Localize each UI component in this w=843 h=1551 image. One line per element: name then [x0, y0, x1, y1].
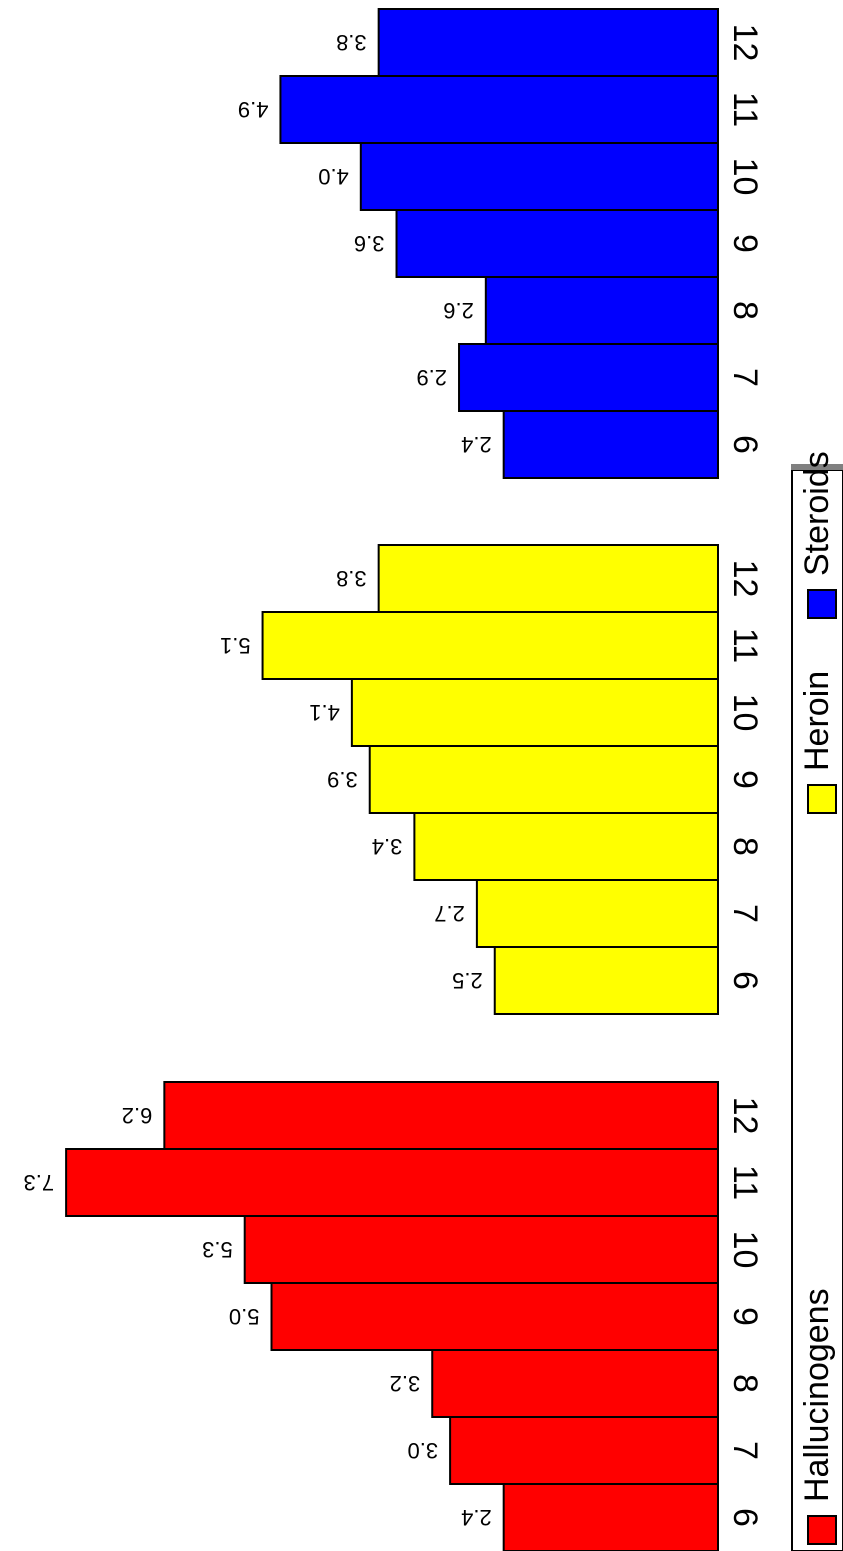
data-label: 3.6	[354, 231, 385, 256]
tick-label: 9	[726, 1307, 764, 1326]
series-heroin: 2.5 6 2.7 7 3.4 8 3.9 9 4.1 10 5.1 11 3.8 12	[220, 544, 764, 1015]
bar-heroin-8	[413, 812, 719, 881]
bar-steroids-9	[395, 209, 719, 278]
bar-hallucinogens-11	[65, 1148, 720, 1217]
bar-hallucinogens-9	[270, 1282, 719, 1351]
data-label: 3.4	[372, 834, 403, 859]
data-label: 6.2	[122, 1103, 153, 1128]
bar-heroin-7	[475, 879, 720, 948]
bar-hallucinogens-6	[502, 1483, 719, 1551]
data-label: 2.6	[443, 298, 474, 323]
data-label: 2.9	[416, 365, 447, 390]
tick-label: 8	[726, 301, 764, 320]
legend: Hallucinogens Heroin Steroids	[791, 451, 843, 1551]
bar-hallucinogens-7	[449, 1416, 719, 1485]
bar-hallucinogens-12	[163, 1081, 719, 1150]
plot-area: 2.4 6 3.0 7 3.2 8 5.0 9 5.3 10 7.3 11 6.2 12 2.5 6 2.7 7 3…	[24, 8, 764, 1551]
data-label: 2.4	[461, 1505, 492, 1530]
data-label: 2.7	[434, 901, 465, 926]
legend-swatch-heroin	[807, 784, 837, 814]
tick-label: 6	[726, 1508, 764, 1527]
data-label: 5.3	[202, 1237, 233, 1262]
tick-label: 9	[726, 770, 764, 789]
bar-steroids-12	[377, 8, 719, 77]
bar-hallucinogens-8	[431, 1349, 719, 1418]
tick-label: 10	[726, 158, 764, 196]
legend-label-hallucinogens: Hallucinogens	[798, 1288, 836, 1502]
data-label: 3.2	[390, 1371, 421, 1396]
tick-label: 10	[726, 694, 764, 732]
bar-steroids-11	[279, 75, 719, 144]
legend-box	[791, 469, 843, 1551]
tick-label: 6	[726, 971, 764, 990]
data-label: 3.8	[336, 30, 367, 55]
data-label: 2.5	[452, 968, 483, 993]
tick-label: 8	[726, 837, 764, 856]
bar-steroids-10	[359, 142, 719, 211]
tick-label: 9	[726, 234, 764, 253]
data-label: 4.1	[309, 700, 340, 725]
data-label: 3.9	[327, 767, 358, 792]
tick-label: 11	[726, 92, 764, 127]
tick-label: 11	[726, 628, 764, 663]
legend-label-heroin: Heroin	[798, 671, 836, 771]
tick-label: 7	[726, 368, 764, 387]
tick-label: 12	[726, 24, 764, 62]
series-steroids: 2.4 6 2.9 7 2.6 8 3.6 9 4.0 10 4.9 11 3.8 12	[238, 8, 764, 479]
data-label: 5.0	[229, 1304, 260, 1329]
tick-label: 11	[726, 1165, 764, 1200]
bar-steroids-6	[502, 410, 719, 479]
data-label: 5.1	[220, 633, 251, 658]
series-hallucinogens: 2.4 6 3.0 7 3.2 8 5.0 9 5.3 10 7.3 11 6.2 12	[24, 1081, 764, 1551]
bar-heroin-9	[368, 745, 719, 814]
bar-hallucinogens-10	[243, 1215, 720, 1284]
legend-shadow	[791, 464, 843, 470]
data-label: 4.9	[238, 97, 269, 122]
tick-label: 7	[726, 1441, 764, 1460]
tick-label: 7	[726, 904, 764, 923]
data-label: 7.3	[24, 1170, 55, 1195]
legend-swatch-hallucinogens	[807, 1515, 837, 1545]
legend-label-steroids: Steroids	[798, 451, 836, 576]
data-label: 2.4	[461, 432, 492, 457]
data-label: 3.0	[408, 1438, 439, 1463]
data-label: 3.8	[336, 566, 367, 591]
bar-heroin-10	[350, 678, 719, 747]
tick-label: 8	[726, 1374, 764, 1393]
bar-heroin-12	[377, 544, 719, 613]
bar-steroids-7	[458, 343, 719, 412]
bar-steroids-8	[484, 276, 719, 345]
bar-heroin-6	[493, 946, 719, 1015]
tick-label: 12	[726, 560, 764, 598]
bar-heroin-11	[261, 611, 719, 680]
data-label: 4.0	[318, 164, 349, 189]
legend-swatch-steroids	[807, 589, 837, 619]
tick-label: 6	[726, 435, 764, 454]
tick-label: 10	[726, 1231, 764, 1269]
tick-label: 12	[726, 1097, 764, 1135]
